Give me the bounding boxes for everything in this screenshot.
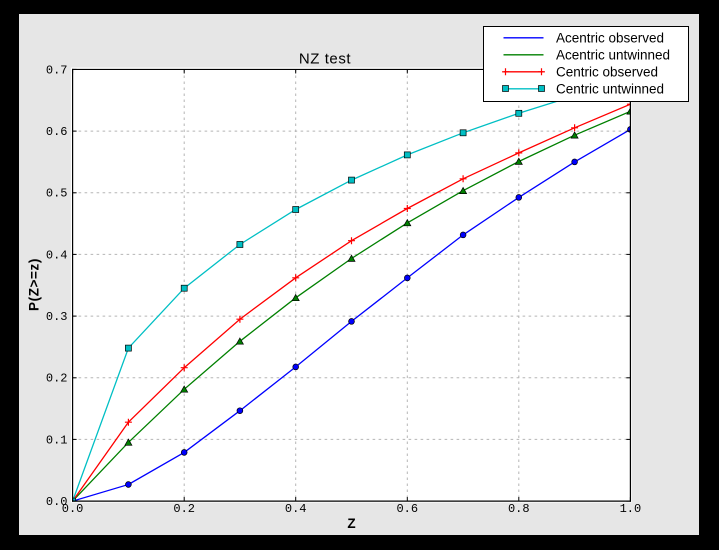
svg-text:0.5: 0.5 — [46, 187, 68, 201]
svg-text:0.0: 0.0 — [46, 495, 68, 509]
svg-text:0.2: 0.2 — [46, 372, 68, 386]
svg-text:0.4: 0.4 — [46, 248, 68, 262]
svg-text:NZ test: NZ test — [299, 50, 351, 67]
svg-text:0.8: 0.8 — [508, 502, 530, 516]
svg-text:1.0: 1.0 — [620, 502, 642, 516]
svg-text:Acentric observed: Acentric observed — [556, 30, 664, 45]
svg-text:Acentric untwinned: Acentric untwinned — [556, 47, 670, 62]
svg-text:Centric observed: Centric observed — [556, 64, 658, 79]
svg-text:0.1: 0.1 — [46, 433, 68, 447]
svg-text:0.6: 0.6 — [46, 125, 68, 139]
svg-text:0.3: 0.3 — [46, 310, 68, 324]
svg-text:Z: Z — [347, 516, 355, 531]
svg-text:0.0: 0.0 — [62, 502, 84, 516]
svg-text:0.6: 0.6 — [396, 502, 418, 516]
svg-text:0.4: 0.4 — [285, 502, 307, 516]
svg-text:P(Z>=z): P(Z>=z) — [27, 258, 42, 311]
svg-text:0.2: 0.2 — [173, 502, 195, 516]
svg-text:Centric untwinned: Centric untwinned — [556, 81, 664, 96]
svg-text:0.7: 0.7 — [46, 63, 68, 77]
